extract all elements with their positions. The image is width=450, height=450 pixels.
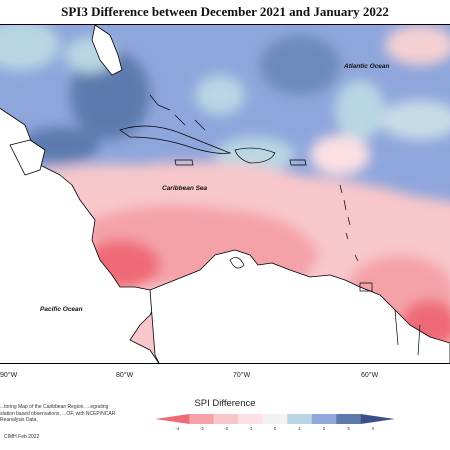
longitude-tick: 90°W (0, 372, 18, 379)
legend-swatch (336, 414, 361, 424)
hispaniola-outline (234, 147, 276, 164)
legend-tick-label: -3 (199, 426, 204, 431)
light-wet-area (385, 25, 450, 65)
legend-tick-label: -1 (248, 426, 253, 431)
longitude-tick: 80°W (116, 372, 134, 379)
legend-tick-label: 3 (347, 426, 350, 431)
caribbean-sea-label: Caribbean Sea (162, 185, 208, 192)
legend-tick-label: 2 (322, 426, 326, 431)
light-wet-area (195, 75, 245, 115)
light-wet-area (380, 100, 450, 140)
land (0, 25, 450, 363)
strong-wet-area (260, 35, 340, 95)
legend-swatch (238, 414, 263, 424)
bahamas-outline (149, 94, 206, 131)
map-title: SPI3 Difference between December 2021 an… (61, 4, 389, 19)
legend-tick-label: -4 (175, 426, 180, 431)
longitude-tick: 60°W (361, 372, 379, 379)
legend-swatch (213, 414, 239, 424)
legend-tick-label: 0 (273, 426, 277, 431)
puerto-rico-outline (289, 159, 307, 166)
south-america-land (149, 249, 450, 363)
cuba-outline (119, 125, 232, 154)
yucatan-land (9, 139, 46, 176)
legend-swatch (262, 414, 288, 424)
central-america-land (0, 107, 161, 363)
atlantic-ocean-label: Atlantic Ocean (344, 63, 390, 70)
footer-text: CIMH Feb 2022 (4, 434, 40, 440)
legend-swatch (360, 414, 395, 424)
spi-difference-map (0, 24, 450, 364)
pacific-ocean-label: Pacific Ocean (40, 306, 83, 313)
trinidad-outline (359, 282, 373, 292)
legend-tick-label: 4 (371, 426, 375, 431)
guiana-borders (394, 309, 421, 356)
islands (119, 94, 421, 356)
legend-tick-label: 1 (298, 426, 301, 431)
longitude-tick: 70°W (233, 372, 251, 379)
florida-land (91, 25, 123, 76)
light-dry-area (310, 135, 370, 175)
legend-swatch (311, 414, 337, 424)
legend-swatch (155, 414, 190, 424)
light-wet-area (0, 25, 60, 70)
legend-swatch (287, 414, 312, 424)
lesser-antilles-outline (339, 184, 359, 262)
legend-title: SPI Difference (194, 398, 256, 409)
legend-tick-label: -2 (224, 426, 229, 431)
legend-swatch (189, 414, 214, 424)
credits-text: ...toring Map of the Caribbean Region. .… (0, 404, 116, 423)
light-wet-area (335, 80, 385, 140)
jamaica-outline (174, 159, 194, 166)
venezuela-lake (229, 257, 245, 269)
legend-colorbar (155, 414, 395, 424)
